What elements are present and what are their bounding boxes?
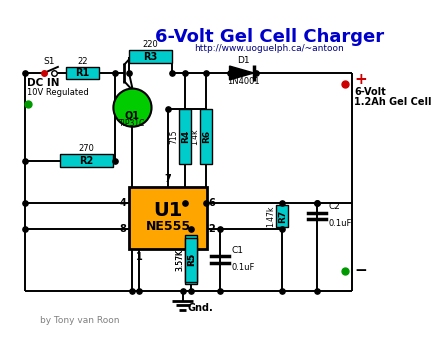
Bar: [129, 50, 172, 63]
Text: R7: R7: [278, 209, 287, 223]
Text: R1: R1: [75, 68, 89, 78]
Text: 1N4001: 1N4001: [227, 77, 259, 86]
Text: 8: 8: [119, 224, 126, 234]
Text: 6: 6: [209, 198, 216, 208]
Text: 1.2Ah Gel Cell: 1.2Ah Gel Cell: [355, 97, 432, 108]
Text: http://www.uoguelph.ca/~antoon: http://www.uoguelph.ca/~antoon: [194, 44, 344, 53]
Text: 0.1uF: 0.1uF: [329, 219, 352, 228]
Text: 3.57K: 3.57K: [175, 249, 184, 271]
Text: 7: 7: [164, 174, 171, 184]
Text: 270: 270: [79, 144, 95, 153]
Text: R5: R5: [187, 253, 196, 266]
Text: R6: R6: [202, 130, 210, 143]
Text: 6-Volt: 6-Volt: [355, 87, 386, 97]
Text: 10V Regulated: 10V Regulated: [27, 88, 89, 97]
Text: −: −: [355, 263, 367, 278]
Text: 1: 1: [136, 252, 143, 262]
Text: Q1: Q1: [125, 110, 140, 120]
Text: +: +: [355, 73, 367, 87]
Text: R4: R4: [181, 130, 190, 143]
Bar: [66, 67, 99, 79]
Bar: [200, 109, 212, 164]
Text: 220: 220: [143, 40, 158, 49]
Text: U1: U1: [153, 201, 183, 220]
Text: 4: 4: [120, 198, 126, 208]
Circle shape: [113, 88, 151, 127]
Bar: [59, 154, 113, 167]
Text: 22: 22: [77, 57, 87, 65]
Text: R2: R2: [79, 155, 94, 166]
Text: by Tony van Roon: by Tony van Roon: [39, 315, 119, 325]
Bar: [185, 238, 197, 282]
Text: 2: 2: [209, 224, 216, 234]
Bar: [185, 235, 197, 285]
Bar: [179, 109, 191, 164]
Text: D1: D1: [237, 56, 249, 64]
Text: C1: C1: [231, 246, 243, 255]
Text: TIP31C: TIP31C: [119, 119, 146, 128]
Text: C2: C2: [329, 202, 340, 211]
Text: 1.4k: 1.4k: [190, 129, 199, 145]
Text: R3: R3: [144, 51, 158, 62]
Bar: [276, 205, 289, 227]
Text: 715: 715: [169, 130, 178, 144]
Polygon shape: [230, 66, 254, 80]
Text: Gnd.: Gnd.: [187, 303, 213, 313]
Bar: [129, 187, 207, 249]
Text: 0.1uF: 0.1uF: [231, 263, 255, 272]
Text: 3.57K: 3.57K: [175, 249, 184, 271]
Text: NE555: NE555: [145, 220, 191, 233]
Text: 1.47k: 1.47k: [266, 205, 276, 227]
Text: S1: S1: [43, 57, 55, 66]
Text: R5: R5: [187, 253, 196, 266]
Text: DC IN: DC IN: [27, 78, 59, 87]
Text: 6-Volt Gel Cell Charger: 6-Volt Gel Cell Charger: [155, 28, 384, 46]
